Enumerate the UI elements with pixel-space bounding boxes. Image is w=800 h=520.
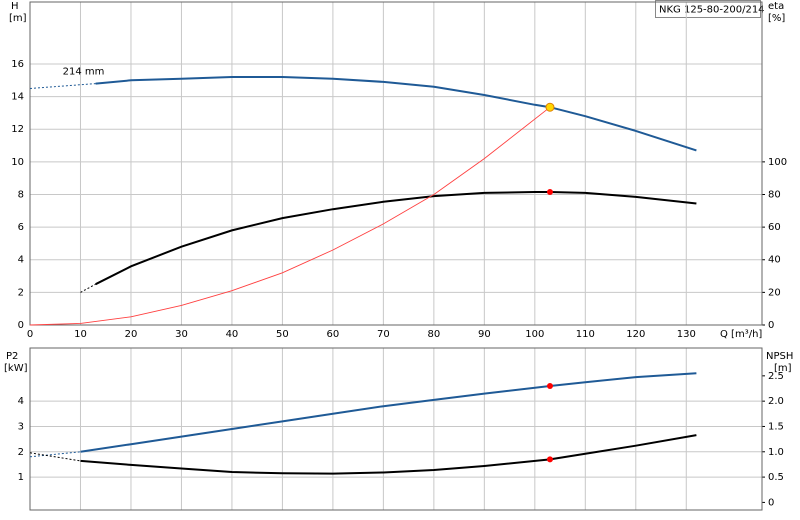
y2-tick-label: 0 [768,320,774,331]
plot-frame [29,1,763,326]
duty-point [546,382,553,389]
y2-tick-label: 1.0 [768,447,784,458]
y2-tick-label: 100 [768,157,787,168]
x-axis-label: Q [m³/h] [720,329,762,340]
y2-tick-label: 1.5 [768,421,784,432]
x-tick-label: 70 [377,329,390,340]
y-axis-unit: [m] [9,13,27,24]
y-axis-unit: [kW] [4,363,28,374]
x-tick-label: 50 [276,329,289,340]
x-tick-label: 60 [327,329,340,340]
y-tick-label: 0 [18,320,24,331]
y-tick-label: 2 [18,287,24,298]
x-tick-label: 130 [677,329,696,340]
curve [29,83,96,89]
curve [80,283,96,293]
curve [95,76,697,152]
y-axis-label: H [11,1,19,12]
y2-axis-label: eta [768,1,784,12]
x-tick-label: 40 [226,329,239,340]
chart-title: NKG 125-80-200/214 [659,5,765,16]
y-tick-label: 6 [18,222,24,233]
title-box [655,0,761,18]
y2-axis-unit: [%] [768,13,785,24]
x-tick-label: 20 [125,329,138,340]
y-tick-label: 4 [18,255,24,266]
x-tick-label: 100 [525,329,544,340]
y2-tick-label: 40 [768,255,781,266]
plot-frame [29,347,763,511]
curve [80,372,697,453]
y-tick-label: 4 [18,396,24,407]
x-tick-label: 120 [626,329,645,340]
x-tick-label: 110 [576,329,595,340]
y2-axis-label: NPSH [766,351,793,362]
y-tick-label: 3 [18,421,24,432]
curve [29,106,551,326]
x-tick-label: 90 [478,329,491,340]
y2-tick-label: 80 [768,189,781,200]
y2-tick-label: 2.5 [768,371,784,382]
y-tick-label: 12 [11,124,24,135]
x-tick-label: 0 [27,329,33,340]
y2-tick-label: 0 [768,497,774,508]
duty-point [546,189,553,196]
y2-axis-unit: [m] [774,363,792,374]
curve-label: 214 mm [63,67,105,78]
y2-tick-label: 2.0 [768,396,784,407]
duty-point [545,102,555,112]
y-tick-label: 16 [11,59,24,70]
y-tick-label: 14 [11,92,24,103]
y-tick-label: 2 [18,447,24,458]
x-tick-label: 30 [175,329,188,340]
x-tick-label: 10 [74,329,87,340]
duty-point [546,456,553,463]
y-axis-label: P2 [6,351,18,362]
y2-tick-label: 0.5 [768,472,784,483]
curve [95,191,697,286]
curve [29,452,81,462]
y-tick-label: 8 [18,189,24,200]
curve [29,451,81,458]
y-tick-label: 10 [11,157,24,168]
x-tick-label: 80 [427,329,440,340]
y2-tick-label: 60 [768,222,781,233]
y-tick-label: 1 [18,472,24,483]
curve [80,434,697,475]
y2-tick-label: 20 [768,287,781,298]
